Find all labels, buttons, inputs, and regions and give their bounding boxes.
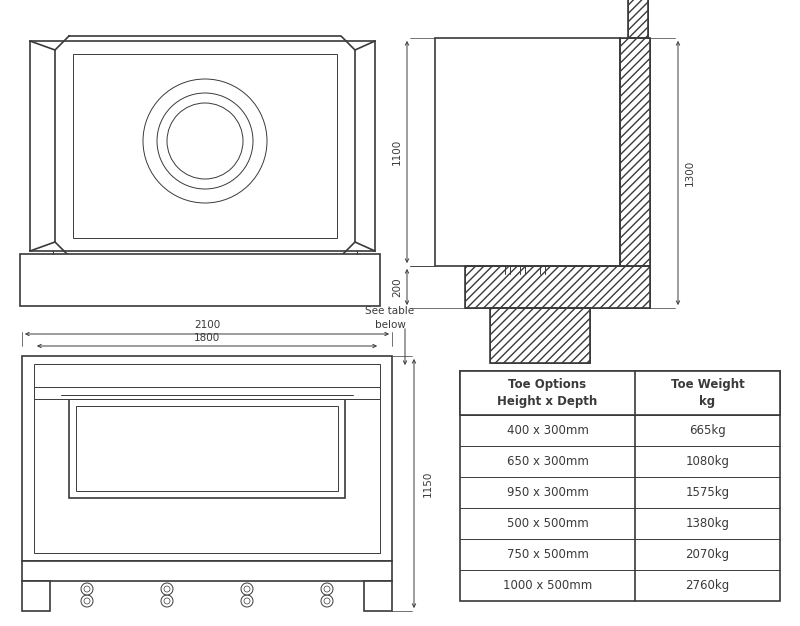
Text: 1575kg: 1575kg xyxy=(686,486,730,499)
Bar xyxy=(490,308,590,363)
Circle shape xyxy=(143,79,267,203)
Bar xyxy=(73,54,337,238)
Bar xyxy=(628,0,648,38)
Bar xyxy=(22,581,50,611)
Text: 1150: 1150 xyxy=(423,470,433,496)
Text: 750 x 500mm: 750 x 500mm xyxy=(506,548,589,561)
Text: 1380kg: 1380kg xyxy=(686,517,730,530)
Bar xyxy=(620,38,650,266)
Text: 200: 200 xyxy=(392,277,402,297)
Bar xyxy=(76,406,338,491)
Bar xyxy=(22,356,392,561)
Bar xyxy=(465,266,650,308)
Circle shape xyxy=(84,586,90,592)
Bar xyxy=(22,561,392,581)
Text: 400 x 300mm: 400 x 300mm xyxy=(506,424,589,437)
Circle shape xyxy=(321,595,333,607)
Text: 665kg: 665kg xyxy=(689,424,726,437)
Text: 2100: 2100 xyxy=(194,320,220,330)
Circle shape xyxy=(324,598,330,604)
Text: Toe Weight
kg: Toe Weight kg xyxy=(670,378,744,408)
Circle shape xyxy=(164,586,170,592)
Circle shape xyxy=(157,93,253,189)
Bar xyxy=(620,38,650,266)
Bar xyxy=(20,254,380,306)
Text: Toe Options
Height x Depth: Toe Options Height x Depth xyxy=(498,378,598,408)
Bar xyxy=(34,387,380,399)
Circle shape xyxy=(81,595,93,607)
Circle shape xyxy=(241,583,253,595)
Circle shape xyxy=(167,103,243,179)
Circle shape xyxy=(324,586,330,592)
Circle shape xyxy=(244,586,250,592)
Bar xyxy=(34,364,380,553)
Text: See table
below: See table below xyxy=(366,306,414,330)
Text: 1000 x 500mm: 1000 x 500mm xyxy=(503,579,592,592)
Bar xyxy=(364,581,392,611)
Circle shape xyxy=(244,598,250,604)
Text: 1080kg: 1080kg xyxy=(686,455,730,468)
Bar xyxy=(435,38,620,266)
Circle shape xyxy=(164,598,170,604)
Text: 1300: 1300 xyxy=(685,160,695,186)
Circle shape xyxy=(161,595,173,607)
Circle shape xyxy=(241,595,253,607)
Circle shape xyxy=(161,583,173,595)
Bar xyxy=(465,266,650,308)
Text: 650 x 300mm: 650 x 300mm xyxy=(506,455,589,468)
Bar xyxy=(460,371,780,415)
Text: 950 x 300mm: 950 x 300mm xyxy=(506,486,589,499)
Text: 1800: 1800 xyxy=(194,333,220,343)
Text: 2070kg: 2070kg xyxy=(686,548,730,561)
Circle shape xyxy=(81,583,93,595)
Text: 2760kg: 2760kg xyxy=(686,579,730,592)
Text: 1100: 1100 xyxy=(392,139,402,165)
Circle shape xyxy=(84,598,90,604)
Bar xyxy=(490,308,590,363)
Bar xyxy=(460,371,780,601)
Circle shape xyxy=(321,583,333,595)
Bar xyxy=(628,0,648,38)
Text: 500 x 500mm: 500 x 500mm xyxy=(506,517,588,530)
Polygon shape xyxy=(55,36,355,256)
Bar xyxy=(69,399,345,498)
